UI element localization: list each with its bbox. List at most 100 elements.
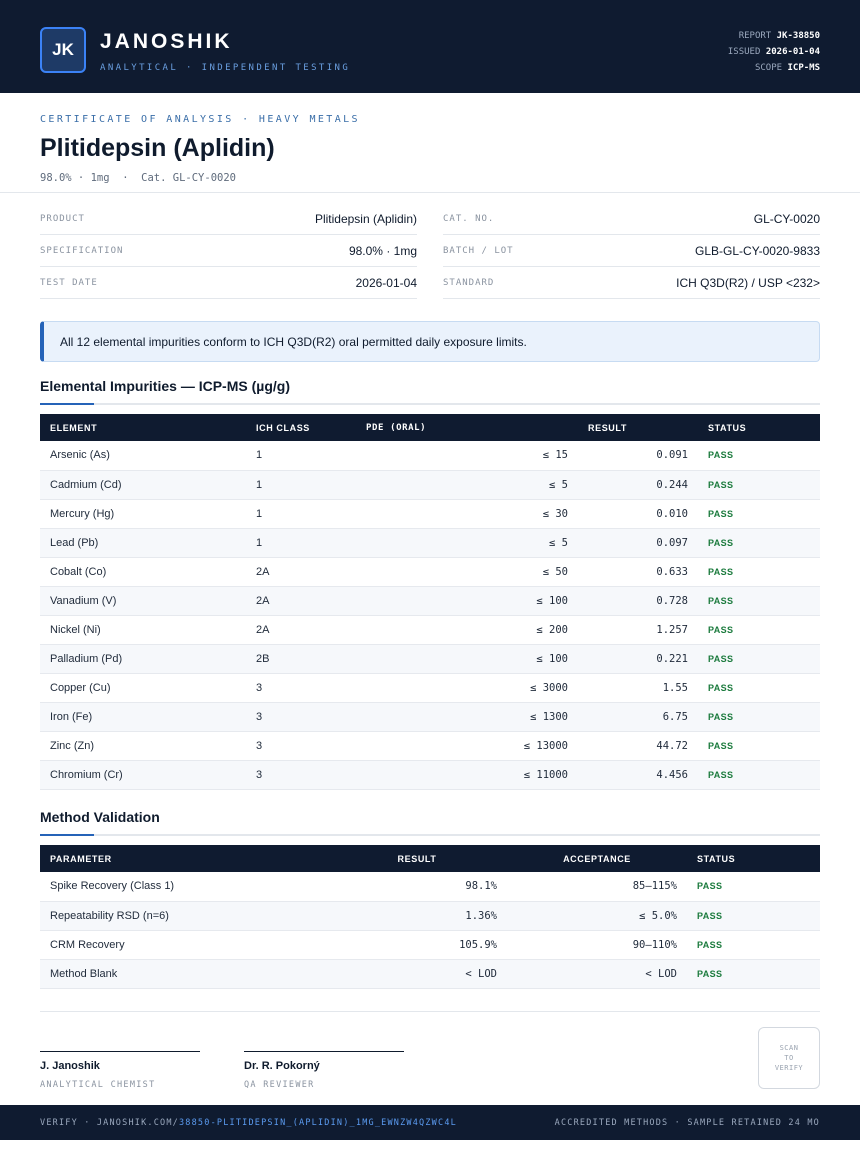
table-row: CRM Recovery 105.9% 90–110% PASS bbox=[40, 930, 820, 960]
col-header: ELEMENT bbox=[40, 414, 246, 441]
result-cell: 98.1% bbox=[327, 872, 507, 902]
ich-class-cell: 2A bbox=[246, 557, 356, 587]
col-header: ACCEPTANCE bbox=[507, 845, 687, 872]
issued-line: ISSUED 2026-01-04 bbox=[727, 47, 820, 57]
info-row: TEST DATE 2026-01-04 bbox=[40, 267, 417, 299]
ich-class-cell: 1 bbox=[246, 441, 356, 471]
section-accent bbox=[40, 834, 94, 836]
status-cell: PASS bbox=[698, 499, 820, 529]
acceptance-cell: ≤ 5.0% bbox=[507, 901, 687, 931]
info-right: CAT. NO. GL-CY-0020 BATCH / LOT GLB-GL-CY-… bbox=[443, 203, 820, 299]
scan-to-verify-qr[interactable]: SCAN TO VERIFY bbox=[758, 1027, 820, 1089]
status-cell: PASS bbox=[698, 731, 820, 761]
status-cell: PASS bbox=[698, 702, 820, 732]
issued-date: 2026-01-04 bbox=[765, 47, 820, 57]
verify-link[interactable]: VERIFY · JANOSHIK.COM/38850-PLITIDEPSIN_… bbox=[40, 1118, 457, 1128]
table-row: Nickel (Ni) 2A ≤ 200 1.257 PASS bbox=[40, 615, 820, 645]
brand-name: JANOSHIK bbox=[100, 30, 233, 53]
section-rule bbox=[40, 834, 820, 836]
brand-tagline: ANALYTICAL · INDEPENDENT TESTING bbox=[100, 63, 351, 73]
pde-cell: ≤ 5 bbox=[356, 528, 578, 558]
pde-cell: ≤ 15 bbox=[356, 441, 578, 471]
signatory-name: J. Janoshik bbox=[40, 1060, 100, 1072]
status-cell: PASS bbox=[687, 872, 820, 902]
info-value: GL-CY-0020 bbox=[753, 211, 820, 226]
conformance-notice: All 12 elemental impurities conform to I… bbox=[40, 321, 820, 362]
pde-cell: ≤ 100 bbox=[356, 644, 578, 674]
status-cell: PASS bbox=[698, 673, 820, 703]
result-cell: 0.010 bbox=[578, 499, 698, 529]
status-cell: PASS bbox=[687, 959, 820, 989]
status-cell: PASS bbox=[698, 470, 820, 500]
status-cell: PASS bbox=[698, 586, 820, 616]
col-header: STATUS bbox=[687, 845, 820, 872]
signatory-name: Dr. R. Pokorný bbox=[244, 1060, 320, 1072]
ich-class-cell: 1 bbox=[246, 470, 356, 500]
scope-line: SCOPE ICP-MS bbox=[754, 63, 820, 73]
element-cell: Mercury (Hg) bbox=[40, 499, 246, 529]
info-left: PRODUCT Plitidepsin (Aplidin) SPECIFICATI… bbox=[40, 203, 417, 299]
verify-url: 38850-PLITIDEPSIN_(APLIDIN)_1MG_EWNZW4QZ… bbox=[178, 1118, 457, 1128]
report-id-line: REPORT JK-38850 bbox=[738, 31, 820, 41]
section-accent bbox=[40, 403, 94, 405]
element-cell: Nickel (Ni) bbox=[40, 615, 246, 645]
info-row: SPECIFICATION 98.0% · 1mg bbox=[40, 235, 417, 267]
table-row: Iron (Fe) 3 ≤ 1300 6.75 PASS bbox=[40, 702, 820, 732]
col-header: PDE (ORAL) bbox=[356, 414, 578, 441]
page-title: Plitidepsin (Aplidin) bbox=[40, 134, 275, 162]
status-cell: PASS bbox=[698, 441, 820, 471]
table-row: Copper (Cu) 3 ≤ 3000 1.55 PASS bbox=[40, 673, 820, 703]
table-row: Palladium (Pd) 2B ≤ 100 0.221 PASS bbox=[40, 644, 820, 674]
ich-class-cell: 1 bbox=[246, 528, 356, 558]
ich-class-cell: 3 bbox=[246, 702, 356, 732]
doc-subline: 98.0% · 1mg · Cat. GL-CY-0020 bbox=[40, 172, 236, 184]
ich-class-cell: 1 bbox=[246, 499, 356, 529]
info-key: SPECIFICATION bbox=[40, 245, 124, 256]
col-header: RESULT bbox=[578, 414, 698, 441]
pde-cell: ≤ 50 bbox=[356, 557, 578, 587]
col-header: RESULT bbox=[327, 845, 507, 872]
section-rule bbox=[40, 403, 820, 405]
result-cell: 4.456 bbox=[578, 760, 698, 790]
result-cell: 0.633 bbox=[578, 557, 698, 587]
col-header: STATUS bbox=[698, 414, 820, 441]
status-cell: PASS bbox=[698, 644, 820, 674]
signatory-role: QA REVIEWER bbox=[244, 1080, 315, 1090]
impurities-title: Elemental Impurities — ICP-MS (µg/g) bbox=[40, 378, 290, 394]
signature-line bbox=[40, 1051, 200, 1052]
info-key: TEST DATE bbox=[40, 277, 98, 288]
info-value: Plitidepsin (Aplidin) bbox=[314, 211, 417, 226]
parameter-cell: Spike Recovery (Class 1) bbox=[40, 872, 327, 902]
result-cell: 105.9% bbox=[327, 930, 507, 960]
report-id: JK-38850 bbox=[776, 31, 820, 41]
ich-class-cell: 3 bbox=[246, 760, 356, 790]
result-cell: 1.257 bbox=[578, 615, 698, 645]
validation-table: PARAMETER RESULT ACCEPTANCE STATUS Spike… bbox=[40, 845, 820, 989]
info-key: BATCH / LOT bbox=[443, 245, 514, 256]
pde-cell: ≤ 200 bbox=[356, 615, 578, 645]
table-row: Spike Recovery (Class 1) 98.1% 85–115% PASS bbox=[40, 872, 820, 902]
result-cell: 0.097 bbox=[578, 528, 698, 558]
parameter-cell: Repeatability RSD (n=6) bbox=[40, 901, 327, 931]
signature-block: J. Janoshik ANALYTICAL CHEMIST bbox=[40, 1051, 200, 1090]
pde-cell: ≤ 100 bbox=[356, 586, 578, 616]
report-meta: REPORT JK-38850 ISSUED 2026-01-04 SCOPE … bbox=[728, 28, 820, 76]
element-cell: Chromium (Cr) bbox=[40, 760, 246, 790]
element-cell: Arsenic (As) bbox=[40, 441, 246, 471]
info-value: ICH Q3D(R2) / USP <232> bbox=[676, 275, 820, 290]
divider bbox=[40, 1011, 820, 1012]
status-cell: PASS bbox=[698, 615, 820, 645]
pde-cell: ≤ 3000 bbox=[356, 673, 578, 703]
acceptance-cell: 90–110% bbox=[507, 930, 687, 960]
status-cell: PASS bbox=[687, 930, 820, 960]
status-cell: PASS bbox=[698, 760, 820, 790]
validation-body: Spike Recovery (Class 1) 98.1% 85–115% PASS… bbox=[40, 872, 820, 989]
ich-class-cell: 2A bbox=[246, 615, 356, 645]
result-cell: 1.55 bbox=[578, 673, 698, 703]
table-row: Chromium (Cr) 3 ≤ 11000 4.456 PASS bbox=[40, 760, 820, 790]
info-key: CAT. NO. bbox=[443, 213, 495, 224]
pde-cell: ≤ 5 bbox=[356, 470, 578, 500]
status-cell: PASS bbox=[698, 528, 820, 558]
header-bar: JK JANOSHIK ANALYTICAL · INDEPENDENT TES… bbox=[0, 0, 860, 93]
result-cell: 1.36% bbox=[327, 901, 507, 931]
